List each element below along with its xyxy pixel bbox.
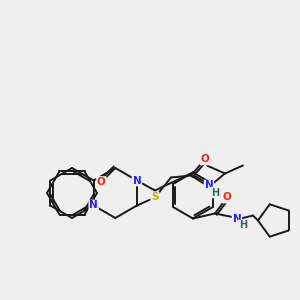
Text: N: N — [232, 214, 241, 224]
Text: N: N — [133, 176, 141, 185]
Text: N: N — [89, 200, 98, 211]
Text: S: S — [151, 193, 159, 202]
Text: H: H — [239, 220, 247, 230]
Text: H: H — [211, 188, 219, 197]
Text: O: O — [97, 177, 106, 187]
Text: O: O — [201, 154, 209, 164]
Text: N: N — [205, 181, 213, 190]
Text: O: O — [223, 193, 231, 202]
